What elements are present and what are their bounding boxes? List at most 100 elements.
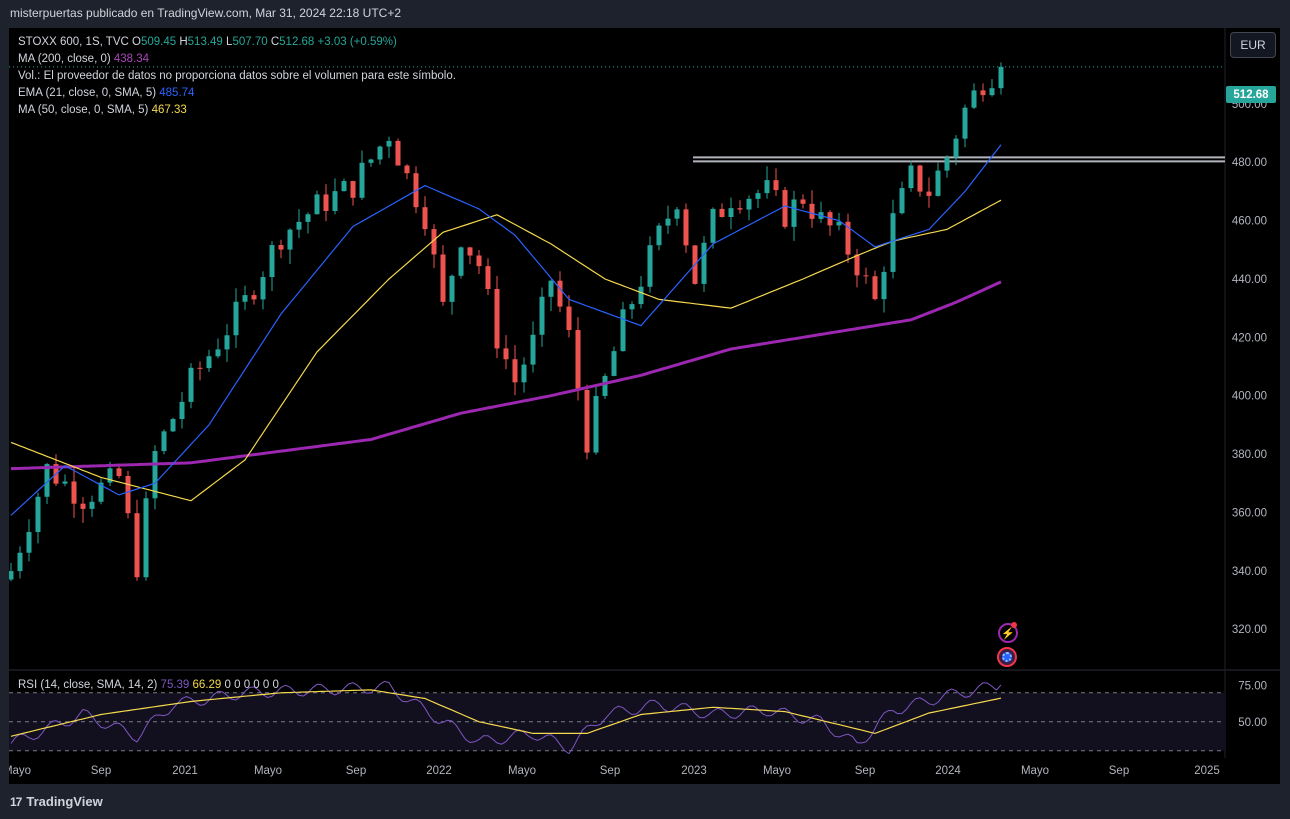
candle-body [539, 296, 545, 335]
candle-body [674, 209, 680, 219]
candle-body [872, 276, 878, 300]
ema21-line [10, 144, 1002, 516]
candle-body [98, 482, 104, 502]
candle-body [62, 481, 68, 484]
x-tick-label: 2024 [935, 765, 961, 777]
y-tick-label: 400.00 [1232, 391, 1267, 403]
candle-body [386, 140, 392, 147]
symbol-label[interactable]: STOXX 600, 1S, TVC [18, 36, 129, 48]
candle-body [431, 229, 437, 255]
candle-body [881, 271, 887, 300]
rsi-value: 75.39 [160, 679, 190, 691]
candle-body [467, 247, 473, 256]
tradingview-logo-icon: 17 [10, 794, 22, 809]
x-tick-label: Mayo [9, 765, 31, 777]
rsi-tick-label: 50.00 [1238, 717, 1267, 729]
y-tick-label: 380.00 [1232, 449, 1267, 461]
candle-body [152, 451, 158, 499]
candle-body [260, 277, 266, 300]
open-label: O [132, 36, 141, 48]
candle-body [368, 159, 374, 163]
candle-body [341, 181, 347, 192]
candle-body [476, 255, 482, 267]
change-value: +3.03 (+0.59%) [317, 36, 397, 48]
rsi-zeros: 0 0 0 0 0 0 [224, 679, 279, 691]
candle-body [683, 209, 689, 246]
chart-canvas[interactable]: 320.00 340.00 360.00 380.00 400.00 420.00 440.… [3, 28, 1280, 784]
x-tick-label: Mayo [763, 765, 791, 777]
candle-body [80, 503, 86, 509]
candle-body [701, 242, 707, 284]
published-text: misterpuertas publicado en TradingView.c… [10, 6, 401, 20]
currency-button[interactable]: EUR [1230, 32, 1276, 58]
brand[interactable]: 17 TradingView [10, 794, 103, 809]
legend-ema21-row[interactable]: EMA (21, close, 0, SMA, 5) 485.74 [18, 85, 456, 102]
close-label: C [270, 36, 280, 48]
candle-body [134, 513, 140, 578]
candle-body [521, 364, 527, 383]
candle-body [836, 221, 842, 226]
candle-body [143, 498, 149, 578]
bottom-bar [0, 784, 1290, 819]
candle-body [350, 181, 356, 198]
candle-body [35, 496, 41, 533]
x-tick-label: 2025 [1194, 765, 1220, 777]
candle-body [575, 330, 581, 391]
candle-body [611, 351, 617, 376]
candle-body [953, 138, 959, 158]
volume-note: Vol.: El proveedor de datos no proporcio… [18, 70, 456, 82]
candle-body [503, 348, 509, 360]
candle-body [44, 464, 50, 497]
candle-body [899, 188, 905, 214]
brand-name: TradingView [26, 794, 103, 809]
ma200-label: MA (200, close, 0) [18, 53, 111, 65]
candle-body [404, 165, 410, 174]
candle-body [161, 431, 167, 452]
candle-body [998, 66, 1004, 89]
candle-body [746, 198, 752, 210]
rsi-legend[interactable]: RSI (14, close, SMA, 14, 2) 75.39 66.29 … [18, 679, 279, 691]
candle-body [278, 245, 284, 250]
candle-body [8, 571, 14, 580]
rsi-ma-value: 66.29 [192, 679, 222, 691]
candle-body [179, 401, 185, 420]
candle-body [188, 367, 194, 402]
open-value: 509.45 [140, 36, 177, 48]
rsi-ma-line [10, 689, 1002, 737]
legend-volume-row: Vol.: El proveedor de datos no proporcio… [18, 68, 456, 85]
candle-body [890, 213, 896, 272]
candle-body [287, 229, 293, 250]
candle-body [980, 90, 986, 96]
candle-body [485, 266, 491, 290]
candle-body [242, 295, 248, 302]
ma50-label: MA (50, close, 0, SMA, 5) [18, 104, 149, 116]
high-value: 513.49 [187, 36, 223, 48]
chart-frame[interactable]: 320.00 340.00 360.00 380.00 400.00 420.00 440.… [3, 28, 1280, 784]
candle-body [116, 468, 122, 477]
legend-ma200-row[interactable]: MA (200, close, 0) 438.34 [18, 51, 456, 68]
candle-body [800, 199, 806, 204]
candle-body [908, 165, 914, 189]
candle-body [593, 395, 599, 453]
high-label: H [179, 36, 188, 48]
low-label: L [226, 36, 233, 48]
candle-body [548, 280, 554, 297]
candle-body [557, 280, 563, 307]
candle-body [170, 419, 176, 432]
lightning-icon[interactable]: ⚡ [998, 623, 1018, 643]
candle-body [530, 334, 536, 365]
ma200-value: 438.34 [113, 53, 150, 65]
legend-ma50-row[interactable]: MA (50, close, 0, SMA, 5) 467.33 [18, 102, 456, 119]
candle-body [863, 275, 869, 277]
x-tick-label: Sep [600, 765, 620, 777]
candle-body [854, 254, 860, 276]
gear-icon[interactable] [997, 647, 1017, 667]
candle-body [665, 218, 671, 226]
close-value: 512.68 [279, 36, 315, 48]
y-tick-label: 360.00 [1232, 507, 1267, 519]
candle-body [629, 304, 635, 310]
ma50-line [10, 199, 1002, 502]
rsi-line [10, 680, 1002, 755]
candle-body [620, 309, 626, 352]
candle-body [719, 208, 725, 218]
